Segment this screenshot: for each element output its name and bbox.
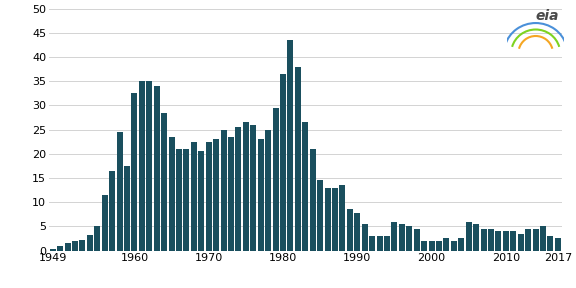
Bar: [510, 231, 516, 251]
Bar: [236, 127, 241, 251]
Bar: [362, 224, 367, 251]
Bar: [116, 132, 123, 251]
Bar: [310, 149, 316, 251]
Text: eia: eia: [535, 9, 559, 23]
Bar: [139, 81, 145, 251]
Bar: [399, 224, 405, 251]
Bar: [540, 226, 546, 251]
Bar: [198, 151, 204, 251]
Bar: [243, 122, 249, 251]
Bar: [109, 171, 115, 251]
Bar: [347, 209, 353, 251]
Bar: [525, 229, 531, 251]
Bar: [287, 40, 293, 251]
Bar: [251, 125, 256, 251]
Bar: [79, 240, 85, 251]
Bar: [191, 142, 197, 251]
Bar: [176, 149, 182, 251]
Bar: [488, 229, 494, 251]
Bar: [213, 139, 219, 251]
Bar: [325, 188, 331, 251]
Bar: [317, 180, 323, 251]
Bar: [384, 236, 390, 251]
Bar: [102, 195, 108, 251]
Bar: [503, 231, 509, 251]
Bar: [280, 74, 286, 251]
Bar: [332, 188, 338, 251]
Bar: [94, 226, 100, 251]
Bar: [131, 93, 137, 251]
Bar: [146, 81, 152, 251]
Bar: [392, 221, 397, 251]
Bar: [87, 235, 93, 251]
Bar: [458, 238, 464, 251]
Bar: [466, 221, 472, 251]
Bar: [302, 122, 308, 251]
Bar: [206, 142, 211, 251]
Bar: [495, 231, 502, 251]
Bar: [50, 249, 56, 251]
Bar: [406, 226, 412, 251]
Bar: [72, 241, 78, 251]
Bar: [414, 229, 420, 251]
Bar: [444, 238, 449, 251]
Bar: [369, 236, 375, 251]
Bar: [451, 241, 457, 251]
Bar: [257, 139, 264, 251]
Bar: [183, 149, 190, 251]
Bar: [518, 234, 524, 251]
Bar: [480, 229, 487, 251]
Bar: [169, 137, 175, 251]
Bar: [436, 241, 442, 251]
Bar: [473, 224, 479, 251]
Bar: [265, 130, 271, 251]
Bar: [339, 185, 346, 251]
Bar: [57, 246, 63, 251]
Bar: [533, 229, 539, 251]
Bar: [429, 241, 434, 251]
Bar: [221, 130, 226, 251]
Bar: [295, 67, 301, 251]
Bar: [228, 137, 234, 251]
Bar: [547, 236, 554, 251]
Bar: [124, 166, 130, 251]
Bar: [421, 241, 427, 251]
Bar: [555, 238, 561, 251]
Bar: [65, 243, 70, 251]
Bar: [354, 213, 360, 251]
Bar: [377, 236, 382, 251]
Bar: [161, 113, 167, 251]
Bar: [272, 108, 279, 251]
Bar: [154, 86, 160, 251]
